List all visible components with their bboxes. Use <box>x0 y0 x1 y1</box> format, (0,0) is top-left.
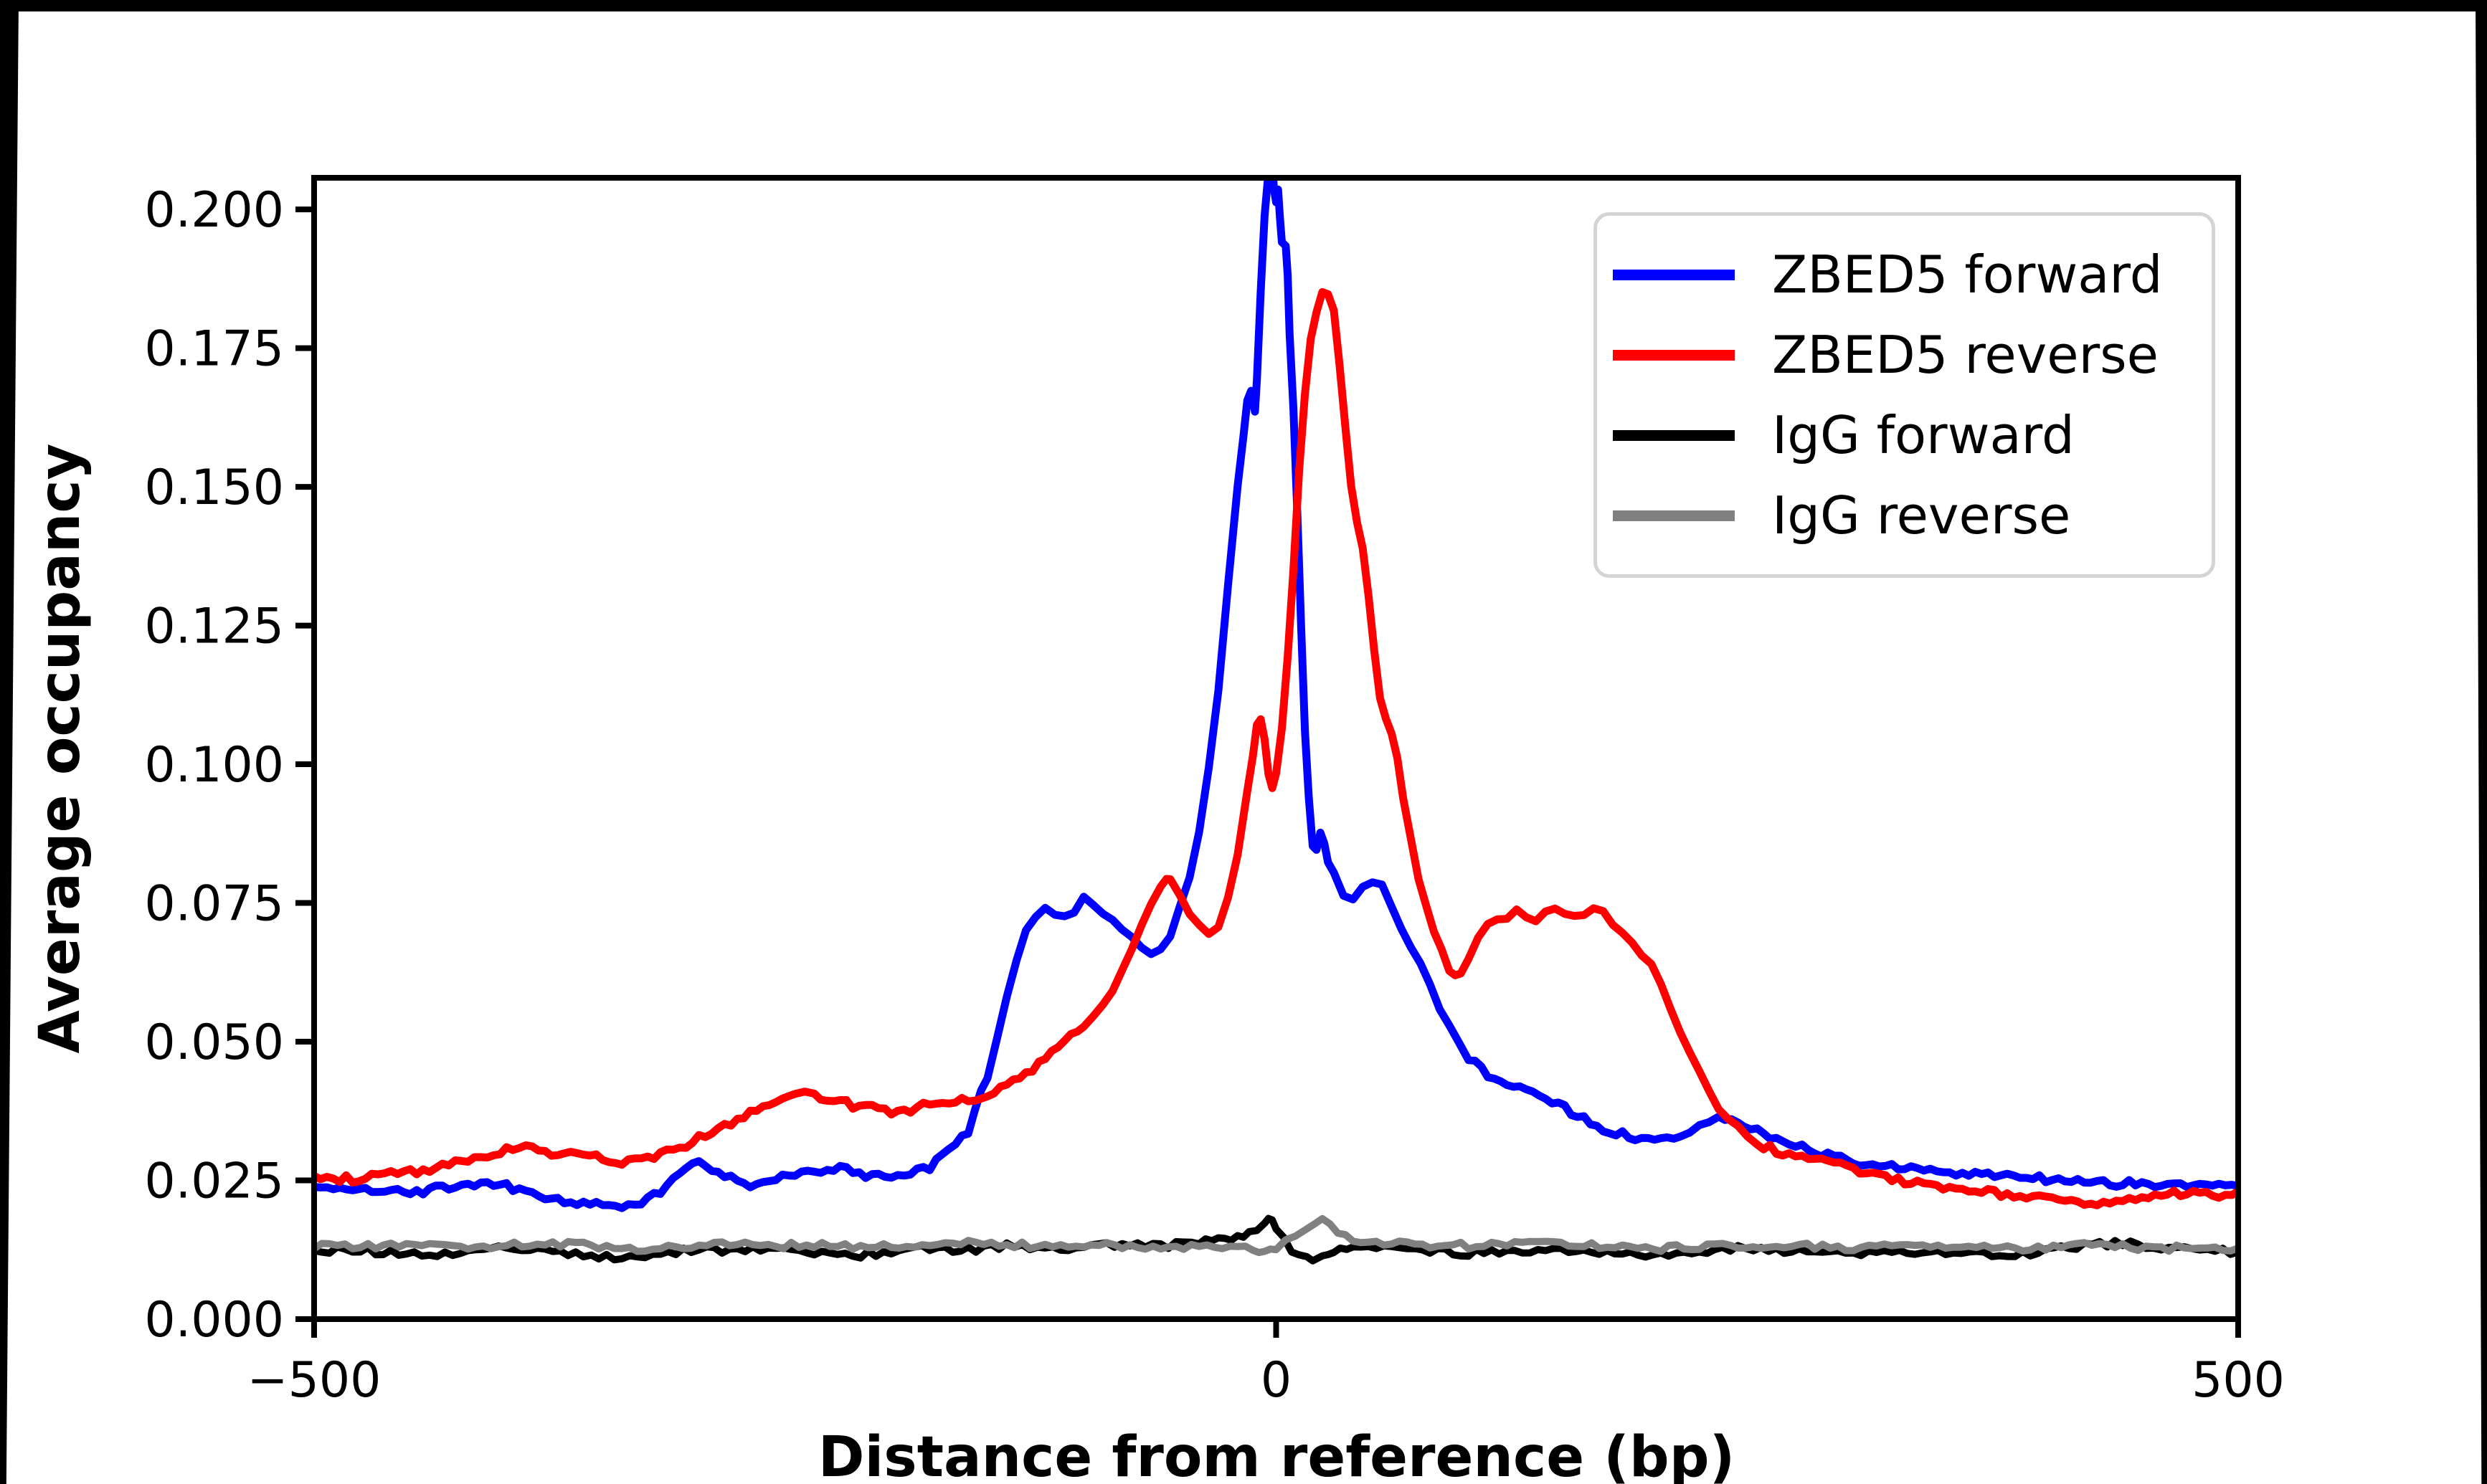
y-tick-label: 0.075 <box>144 875 284 932</box>
legend-line-sample-icon <box>1613 510 1735 521</box>
x-tick-label: 500 <box>2192 1352 2285 1409</box>
legend-line-sample-icon <box>1613 269 1735 280</box>
series-zbed5-forward <box>314 178 2238 1212</box>
series-zbed5-reverse <box>314 287 2238 1209</box>
y-tick-label: 0.150 <box>144 460 284 516</box>
legend-label: ZBED5 forward <box>1772 244 2163 305</box>
legend-label: ZBED5 reverse <box>1772 325 2159 385</box>
legend-item-zbed5-reverse: ZBED5 reverse <box>1613 329 2197 381</box>
legend-item-igg-reverse: IgG reverse <box>1613 490 2197 541</box>
x-tick-label: 0 <box>1261 1352 1292 1409</box>
x-tick-label: −500 <box>247 1352 382 1409</box>
y-tick-label: 0.125 <box>144 598 284 655</box>
photo-border-top <box>0 0 2487 11</box>
x-axis-label: Distance from reference (bp) <box>818 1425 1735 1484</box>
legend-line-sample-icon <box>1613 349 1735 361</box>
series-igg-forward <box>314 1214 2238 1265</box>
legend-item-zbed5-forward: ZBED5 forward <box>1613 249 2197 300</box>
legend: ZBED5 forward ZBED5 reverse IgG forward … <box>1593 212 2215 578</box>
y-tick-label: 0.025 <box>144 1153 284 1209</box>
y-tick-label: 0.000 <box>144 1292 284 1349</box>
y-tick-label: 0.050 <box>144 1014 284 1071</box>
y-tick-label: 0.200 <box>144 182 284 239</box>
y-tick-label: 0.100 <box>144 737 284 794</box>
y-tick-label: 0.175 <box>144 320 284 377</box>
legend-label: IgG forward <box>1772 405 2075 465</box>
y-axis-label: Average occupancy <box>28 443 93 1054</box>
plot-area <box>314 178 2238 1265</box>
legend-line-sample-icon <box>1613 429 1735 441</box>
legend-label: IgG reverse <box>1772 485 2071 546</box>
legend-item-igg-forward: IgG forward <box>1613 409 2197 461</box>
series-igg-reverse <box>314 1214 2238 1257</box>
